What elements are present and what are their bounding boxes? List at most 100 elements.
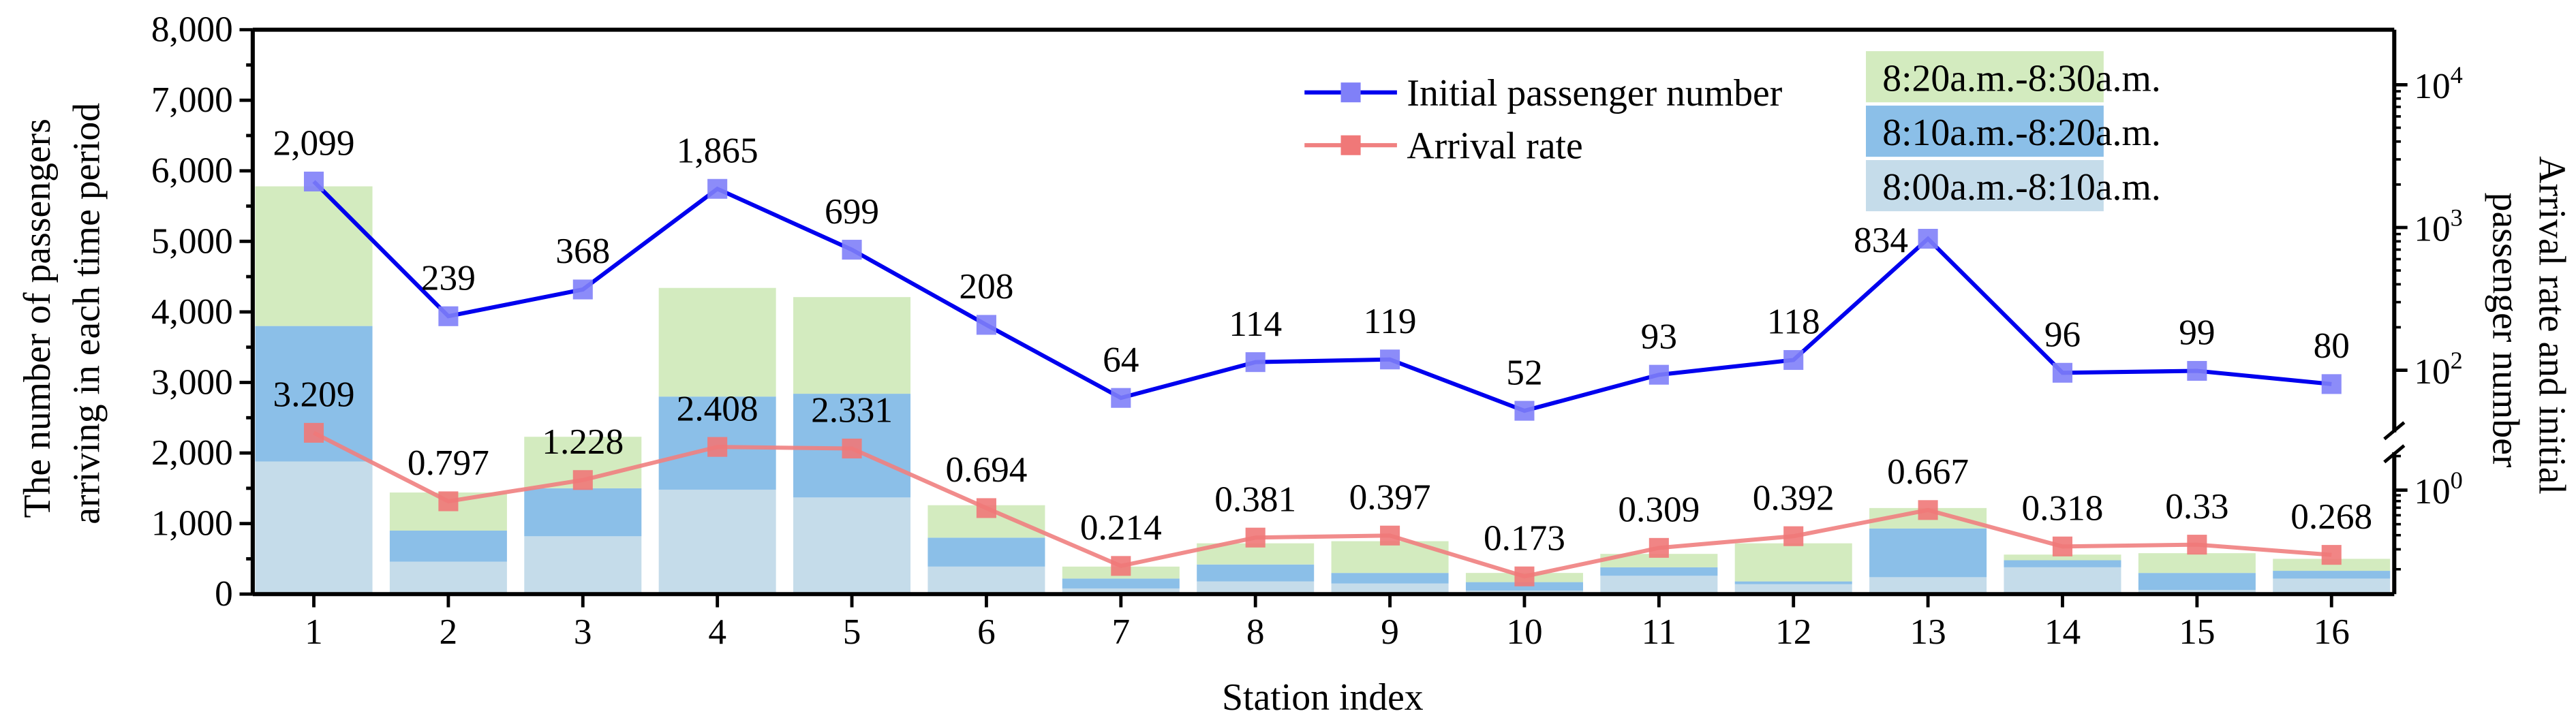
initial-passenger-label-4: 1,865 [677, 131, 758, 171]
y-tick-label-left: 6,000 [151, 151, 233, 191]
initial-passenger-marker-12 [1783, 349, 1804, 371]
y-axis-label-right-line2: passenger number [2485, 193, 2527, 468]
bar-2-station-9 [1331, 573, 1449, 584]
initial-passenger-marker-3 [572, 279, 593, 300]
bar-3-station-14 [2004, 554, 2121, 561]
arrival-rate-marker-9 [1380, 525, 1400, 546]
bar-1-station-4 [658, 489, 776, 595]
arrival-rate-label-7: 0.214 [1080, 507, 1162, 548]
x-tick-label-2: 2 [440, 612, 458, 652]
y-tick-label-left: 2,000 [151, 433, 233, 473]
legend-bar-swatch [1866, 106, 2104, 157]
arrival-rate-marker-3 [572, 470, 593, 490]
y-axis-label-left: The number of passengers arriving in eac… [16, 103, 108, 524]
arrival-rate-label-16: 0.268 [2290, 497, 2372, 537]
arrival-rate-marker-12 [1783, 526, 1804, 546]
arrival-rate-label-5: 2.331 [811, 390, 893, 430]
x-tick-label-14: 14 [2044, 612, 2081, 652]
y-axis-label-left-line2: arriving in each time period [66, 103, 108, 524]
bar-1-station-16 [2273, 578, 2391, 595]
x-tick-label-3: 3 [574, 612, 592, 652]
bar-3-station-11 [1600, 554, 1718, 567]
bar-1-station-1 [255, 461, 373, 595]
line-arrival-rate [313, 430, 2332, 579]
bar-1-station-9 [1331, 583, 1449, 595]
initial-passenger-label-8: 114 [1229, 304, 1282, 344]
arrival-rate-marker-1 [303, 422, 324, 443]
x-tick-label-6: 6 [977, 612, 996, 652]
bar-2-station-6 [927, 537, 1045, 567]
initial-passenger-marker-1 [303, 171, 324, 192]
arrival-rate-marker-8 [1245, 527, 1266, 548]
bar-1-station-2 [389, 561, 507, 595]
x-tick-label-4: 4 [708, 612, 726, 652]
initial-passenger-marker-9 [1380, 349, 1400, 370]
y-tick-label-left: 3,000 [151, 362, 233, 402]
initial-passenger-label-15: 99 [2179, 313, 2215, 353]
bar-3-station-5 [793, 297, 911, 394]
x-tick-label-8: 8 [1246, 612, 1265, 652]
arrival-rate-label-12: 0.392 [1753, 477, 1835, 518]
axis-break-mark [2383, 421, 2406, 441]
bar-1-station-15 [2138, 590, 2256, 595]
x-tick-label-16: 16 [2314, 612, 2350, 652]
bar-1-station-8 [1197, 581, 1315, 595]
initial-passenger-label-10: 52 [1506, 352, 1542, 392]
initial-passenger-marker-7 [1111, 388, 1131, 408]
bar-1-station-7 [1062, 588, 1180, 595]
arrival-rate-label-9: 0.397 [1349, 477, 1431, 518]
legend-bar-swatch [1866, 51, 2104, 103]
bar-1-station-12 [1734, 584, 1852, 595]
arrival-rate-label-14: 0.318 [2022, 488, 2104, 529]
y-tick-label-left: 7,000 [151, 80, 233, 120]
initial-passenger-label-11: 93 [1641, 316, 1677, 356]
y-tick-label-right: 103 [2414, 204, 2462, 249]
initial-passenger-label-1: 2,099 [273, 123, 355, 163]
arrival-rate-marker-15 [2187, 535, 2207, 555]
arrival-rate-marker-5 [842, 438, 862, 459]
legend-bar-swatch [1866, 160, 2104, 212]
initial-passenger-label-7: 64 [1103, 339, 1139, 379]
bar-2-station-13 [1869, 528, 1987, 578]
legend-label: Initial passenger number [1407, 72, 1782, 114]
bar-1-station-3 [524, 536, 642, 595]
x-axis-label: Station index [1222, 676, 1424, 719]
y-tick-label-right: 104 [2414, 61, 2462, 106]
x-tick-label-15: 15 [2179, 612, 2215, 652]
arrival-rate-marker-2 [438, 491, 459, 512]
arrival-rate-label-11: 0.309 [1618, 490, 1700, 530]
initial-passenger-label-5: 699 [825, 191, 879, 232]
initial-passenger-marker-4 [707, 178, 728, 199]
line-initial-passenger [312, 180, 2332, 413]
arrival-rate-label-6: 0.694 [945, 450, 1027, 490]
x-tick-label-13: 13 [1910, 612, 1946, 652]
y-axis-label-right: Arrival rate and initial passenger numbe… [2485, 156, 2573, 504]
bar-2-station-12 [1734, 581, 1852, 584]
bar-3-station-12 [1734, 543, 1852, 582]
axis-break-mark [2383, 444, 2406, 464]
arrival-rate-marker-16 [2321, 545, 2342, 565]
bar-1-station-11 [1600, 576, 1718, 595]
initial-passenger-label-12: 118 [1767, 302, 1820, 342]
initial-passenger-marker-5 [842, 240, 862, 260]
initial-passenger-label-13: 834 [1854, 220, 1908, 260]
x-tick-label-11: 11 [1642, 612, 1676, 652]
initial-passenger-marker-11 [1649, 364, 1669, 385]
arrival-rate-label-8: 0.381 [1214, 479, 1296, 519]
bar-3-station-1 [255, 186, 373, 326]
arrival-rate-marker-10 [1514, 566, 1535, 586]
bar-2-station-11 [1600, 567, 1718, 576]
arrival-rate-marker-13 [1918, 500, 1938, 520]
y-tick-label-left: 1,000 [151, 503, 233, 544]
lines: 2,099 239 368 1,865 699 208 64 114 119 52 93 118 834… [273, 123, 2372, 586]
y-tick-label-right: 100 [2414, 467, 2462, 512]
initial-passenger-marker-6 [976, 315, 996, 335]
bar-2-station-8 [1197, 564, 1315, 582]
initial-passenger-label-3: 368 [555, 231, 610, 271]
initial-passenger-marker-8 [1245, 352, 1266, 373]
arrival-rate-label-15: 0.33 [2165, 486, 2228, 527]
x-tick-label-12: 12 [1775, 612, 1811, 652]
arrival-rate-marker-6 [976, 498, 996, 518]
legend-label: 8:00a.m.-8:10a.m. [1882, 166, 2161, 208]
y-axis-label-left-line1: The number of passengers [16, 119, 59, 518]
